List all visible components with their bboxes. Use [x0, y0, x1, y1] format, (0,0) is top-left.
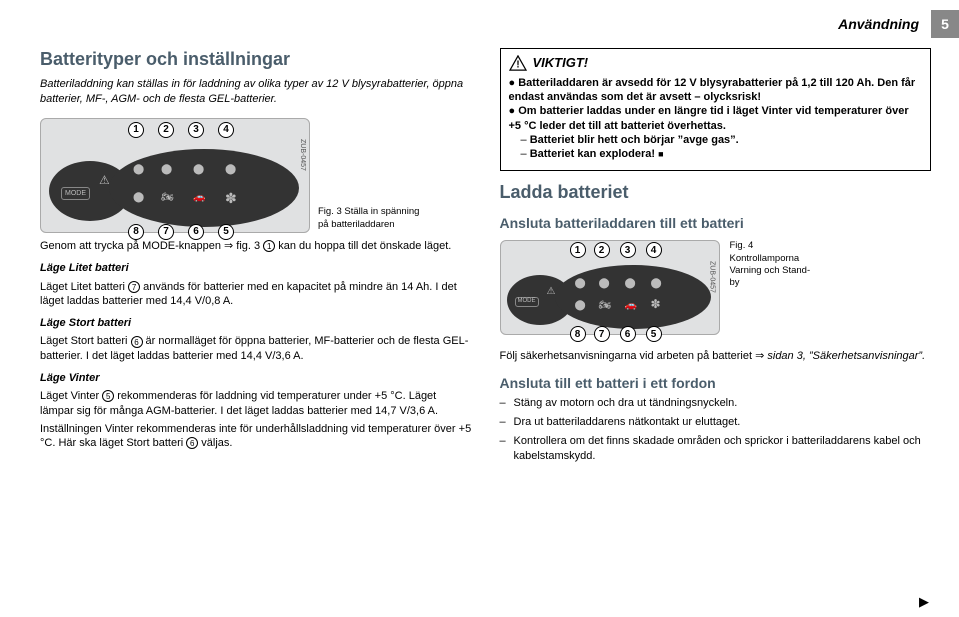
warning-icon: !: [509, 55, 527, 71]
step-2: Dra ut batteriladdarens nätkontakt ur el…: [500, 415, 932, 429]
charger-illustration: MODE ⬤ 🏍 🚗 ✽ ⬤ ⬤ ⬤ ⬤ ⚠ ZUB-0457: [40, 118, 310, 233]
f4-callout-4: 4: [646, 242, 662, 258]
figure-4-ref: ZUB-0457: [707, 261, 716, 293]
warn-item-1: Batteriladdaren är avsedd för 12 V blysy…: [509, 76, 923, 105]
mode-small-heading: Läge Litet batteri: [40, 261, 472, 275]
mode-press-text: Genom att trycka på MODE-knappen ⇒ fig. …: [40, 239, 472, 253]
vehicle-steps: Stäng av motorn och dra ut tändningsnyck…: [500, 396, 932, 463]
connect-heading: Ansluta batteriladdaren till ett batteri: [500, 214, 932, 232]
warning-title: VIKTIGT!: [533, 55, 589, 72]
mode-large-text: Läget Stort batteri 6 är normalläget för…: [40, 334, 472, 363]
f4-callout-1: 1: [570, 242, 586, 258]
figure-4-caption: Fig. 4 Kontrollamporna Varning och Stand…: [730, 236, 820, 289]
warning-list: Batteriladdaren är avsedd för 12 V blysy…: [509, 76, 923, 162]
warn-item-2: Om batterier laddas under en längre tid …: [509, 104, 923, 133]
step-1: Stäng av motorn och dra ut tändningsnyck…: [500, 396, 932, 410]
content-columns: Batterityper och inställningar Batterila…: [40, 48, 931, 468]
figure-3-ref: ZUB-0457: [298, 139, 307, 171]
section-title: Användning: [838, 15, 919, 33]
intro-text: Batteriladdning kan ställas in för laddn…: [40, 77, 472, 106]
callout-3: 3: [188, 122, 204, 138]
callout-inline-1: 1: [263, 240, 275, 252]
f4-callout-7: 7: [594, 326, 610, 342]
step-3: Kontrollera om det finns skadade områden…: [500, 434, 932, 463]
mode-winter-text-2: Inställningen Vinter rekommenderas inte …: [40, 422, 472, 451]
end-square-icon: ■: [658, 149, 663, 159]
callout-inline-6b: 6: [186, 437, 198, 449]
f4-callout-5: 5: [646, 326, 662, 342]
f4-callout-3: 3: [620, 242, 636, 258]
figure-3-wrap: MODE ⬤ 🏍 🚗 ✽ ⬤ ⬤ ⬤ ⬤ ⚠ ZUB-0457 1 2 3 4 …: [40, 118, 310, 233]
warn-item-2a: Batteriet blir hett och börjar ”avge gas…: [509, 133, 923, 147]
callout-5: 5: [218, 224, 234, 240]
mode-large-heading: Läge Stort batteri: [40, 316, 472, 330]
callout-2: 2: [158, 122, 174, 138]
f4-callout-2: 2: [594, 242, 610, 258]
callout-8: 8: [128, 224, 144, 240]
callout-inline-5: 5: [102, 390, 114, 402]
f4-callout-8: 8: [570, 326, 586, 342]
figure-3-caption: Fig. 3 Ställa in spänning på batteriladd…: [318, 206, 428, 239]
callout-inline-6: 6: [131, 336, 143, 348]
right-column: ! VIKTIGT! Batteriladdaren är avsedd för…: [500, 48, 932, 468]
mode-text-a: Genom att trycka på MODE-knappen ⇒ fig. …: [40, 240, 263, 252]
mode-small-text: Läget Litet batteri 7 används för batter…: [40, 280, 472, 309]
callout-7: 7: [158, 224, 174, 240]
page-number: 5: [931, 10, 959, 38]
callout-4: 4: [218, 122, 234, 138]
left-column: Batterityper och inställningar Batterila…: [40, 48, 472, 468]
figure-4-wrap: MODE ⬤ 🏍 🚗 ✽ ⬤ ⬤ ⬤ ⬤ ⚠ ZUB-0457 1 2 3 4 …: [500, 240, 720, 335]
mode-winter-heading: Läge Vinter: [40, 371, 472, 385]
warn-item-2b: Batteriet kan explodera! ■: [509, 147, 923, 161]
mode-text-b: kan du hoppa till det önskade läget.: [275, 240, 451, 252]
callout-6: 6: [188, 224, 204, 240]
callout-1: 1: [128, 122, 144, 138]
warning-box: ! VIKTIGT! Batteriladdaren är avsedd för…: [500, 48, 932, 171]
svg-text:!: !: [516, 60, 519, 71]
charger-illustration-2: MODE ⬤ 🏍 🚗 ✽ ⬤ ⬤ ⬤ ⬤ ⚠ ZUB-0457: [500, 240, 720, 335]
page-header: Användning 5: [838, 10, 959, 38]
battery-types-heading: Batterityper och inställningar: [40, 48, 472, 71]
mode-winter-text-1: Läget Vinter 5 rekommenderas för laddnin…: [40, 389, 472, 418]
f4-callout-6: 6: [620, 326, 636, 342]
connect-vehicle-heading: Ansluta till ett batteri i ett fordon: [500, 374, 932, 392]
continue-arrow-icon: ▶: [919, 594, 929, 611]
charge-heading: Ladda batteriet: [500, 181, 932, 204]
follow-safety-text: Följ säkerhetsanvisningarna vid arbeten …: [500, 349, 932, 363]
callout-inline-7: 7: [128, 281, 140, 293]
